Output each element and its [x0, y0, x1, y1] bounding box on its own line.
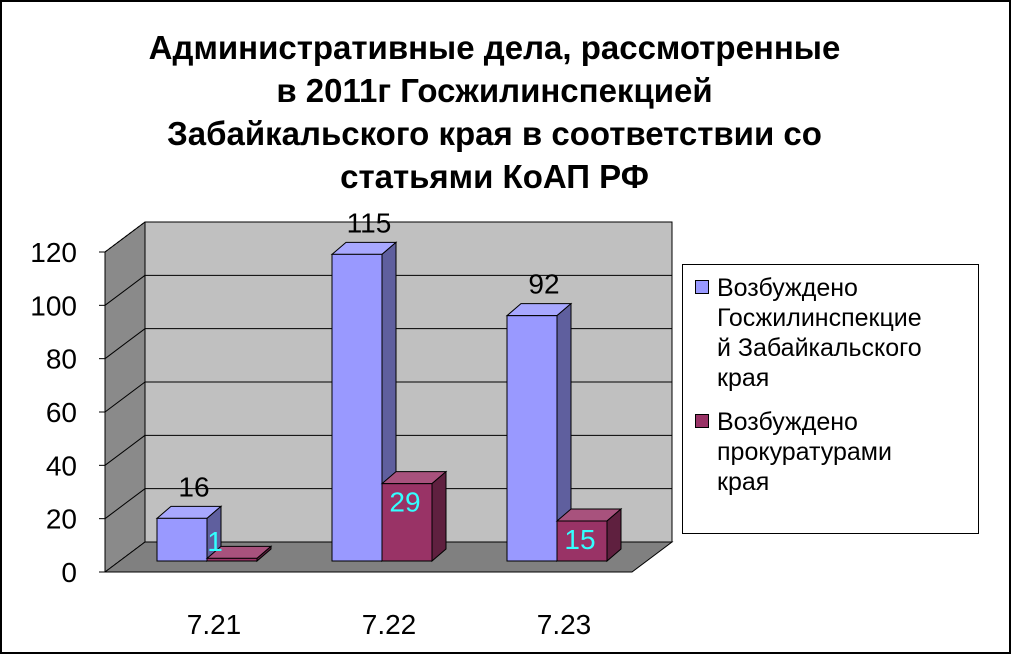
- bar-1-7.23: [506, 315, 558, 562]
- gridline-side: [104, 221, 146, 253]
- gridline-side: [104, 488, 146, 520]
- y-tick-label: 60: [46, 397, 77, 428]
- x-tick-label: 7.22: [362, 609, 417, 640]
- bar-side-face: [431, 470, 447, 563]
- data-label: 115: [347, 207, 392, 238]
- data-label: 15: [564, 524, 595, 555]
- legend-label-line: края: [717, 364, 770, 392]
- legend-label-line: края: [717, 468, 770, 496]
- legend-label-line: Возбуждено: [717, 274, 858, 302]
- y-tick-label: 20: [46, 504, 77, 535]
- gridline-side: [104, 434, 146, 466]
- legend-label-line: Госжилинспекцие: [717, 304, 922, 332]
- bar-1-7.22: [331, 253, 383, 562]
- data-label: 16: [178, 471, 209, 502]
- data-label: 29: [389, 487, 420, 518]
- gridline-side: [104, 274, 146, 306]
- legend-label-series-1: Возбуждено Госжилинспекцие й Забайкальск…: [717, 273, 972, 393]
- y-tick-label: 120: [30, 237, 77, 268]
- legend-swatch-series-2: [695, 414, 709, 428]
- chart-title-line: в 2011г Госжилинспекцией: [276, 72, 713, 109]
- x-tick-label: 7.23: [537, 609, 592, 640]
- bar-2-7.22: [381, 483, 433, 562]
- chart-title-line: статьями КоАП РФ: [340, 158, 649, 195]
- chart-legend: Возбуждено Госжилинспекцие й Забайкальск…: [682, 264, 979, 534]
- bar-2-7.23: [556, 520, 608, 562]
- data-label: 92: [528, 269, 559, 300]
- y-tick-label: 100: [30, 290, 77, 321]
- data-label: 1: [207, 526, 223, 557]
- chart-title: Административные дела, рассмотренные в 2…: [62, 26, 927, 198]
- chart-title-line: Забайкальского края в соответствии со: [167, 115, 822, 152]
- legend-label-line: прокуратурами: [717, 438, 892, 466]
- gridline-side: [104, 381, 146, 413]
- legend-label-line: Возбуждено: [717, 408, 858, 436]
- gridline-side: [104, 328, 146, 360]
- chart-title-line: Административные дела, рассмотренные: [148, 29, 841, 66]
- y-tick-label: 40: [46, 450, 77, 481]
- bar-2-7.21: [206, 557, 258, 562]
- legend-label-line: й Забайкальского: [717, 334, 922, 362]
- x-tick-label: 7.21: [187, 609, 242, 640]
- legend-swatch-series-1: [695, 280, 709, 294]
- y-tick-label: 80: [46, 344, 77, 375]
- legend-label-series-2: Возбуждено прокуратурами края: [717, 407, 972, 497]
- bar-1-7.21: [156, 517, 208, 562]
- y-tick-label: 0: [61, 557, 77, 588]
